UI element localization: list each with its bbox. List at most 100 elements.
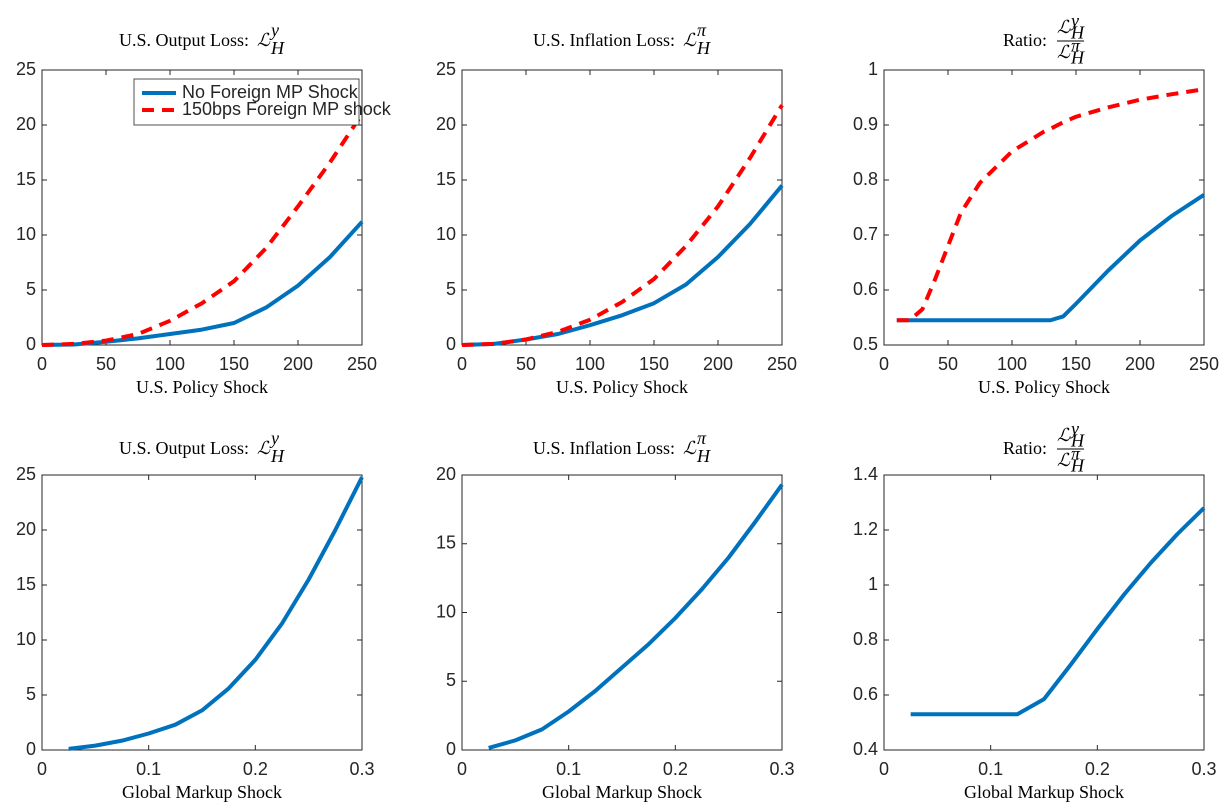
y-tick-label: 15 xyxy=(16,574,36,594)
data-line xyxy=(488,483,784,750)
math-symbol: ℒ xyxy=(1057,450,1071,470)
x-tick-label: 0.1 xyxy=(136,759,161,779)
math-superscript: y xyxy=(1069,10,1079,30)
data-line xyxy=(68,476,364,751)
x-tick-label: 0.1 xyxy=(978,759,1003,779)
x-axis-label: Global Markup Shock xyxy=(964,782,1124,802)
y-tick-label: 10 xyxy=(16,629,36,649)
y-tick-label: 5 xyxy=(446,279,456,299)
math-symbol: ℒ xyxy=(683,438,697,458)
axes-box xyxy=(883,69,1205,346)
y-tick-label: 5 xyxy=(26,279,36,299)
y-tick-label: 5 xyxy=(446,670,456,690)
x-tick-label: 100 xyxy=(575,354,605,374)
chart-title-text: U.S. Inflation Loss: xyxy=(533,438,675,458)
y-tick-label: 20 xyxy=(436,464,456,484)
y-tick-label: 25 xyxy=(436,59,456,79)
x-tick-label: 200 xyxy=(703,354,733,374)
data-line xyxy=(896,87,1205,323)
chart-title-text: U.S. Output Loss: xyxy=(119,438,249,458)
data-line xyxy=(461,184,784,347)
math-superscript: π xyxy=(1071,443,1081,463)
math-superscript: y xyxy=(1069,418,1079,438)
x-tick-label: 0.3 xyxy=(349,759,374,779)
x-tick-label: 150 xyxy=(1061,354,1091,374)
y-tick-label: 0.7 xyxy=(853,224,878,244)
data-line xyxy=(896,193,1206,323)
x-tick-label: 250 xyxy=(347,354,377,374)
axes-box xyxy=(461,69,783,346)
math-superscript: π xyxy=(697,20,707,40)
y-tick-label: 20 xyxy=(16,114,36,134)
x-tick-label: 0.3 xyxy=(769,759,794,779)
math-superscript: y xyxy=(269,20,279,40)
y-tick-label: 0 xyxy=(446,739,456,759)
chart-title-text: Ratio: xyxy=(1003,30,1047,50)
math-symbol: ℒ xyxy=(257,30,271,50)
y-tick-label: 10 xyxy=(436,224,456,244)
y-tick-label: 10 xyxy=(16,224,36,244)
chart-title-text: U.S. Output Loss: xyxy=(119,30,249,50)
x-tick-label: 0 xyxy=(457,759,467,779)
y-tick-label: 0.9 xyxy=(853,114,878,134)
math-subscript: H xyxy=(1070,48,1085,68)
x-tick-label: 250 xyxy=(1189,354,1219,374)
axes-box xyxy=(883,474,1205,751)
y-tick-label: 0.5 xyxy=(853,334,878,354)
y-tick-label: 25 xyxy=(16,59,36,79)
x-tick-label: 0.2 xyxy=(1085,759,1110,779)
math-symbol: ℒ xyxy=(683,30,697,50)
data-line xyxy=(41,112,364,347)
x-tick-label: 0 xyxy=(37,354,47,374)
math-superscript: π xyxy=(697,428,707,448)
x-tick-label: 200 xyxy=(283,354,313,374)
y-tick-label: 20 xyxy=(16,519,36,539)
x-axis-label: U.S. Policy Shock xyxy=(978,377,1110,397)
x-tick-label: 50 xyxy=(938,354,958,374)
x-tick-label: 150 xyxy=(639,354,669,374)
x-tick-label: 0 xyxy=(37,759,47,779)
x-axis-label: U.S. Policy Shock xyxy=(136,377,268,397)
y-tick-label: 15 xyxy=(16,169,36,189)
legend-box xyxy=(133,78,360,126)
x-axis-label: Global Markup Shock xyxy=(122,782,282,802)
y-tick-label: 15 xyxy=(436,533,456,553)
math-symbol: ℒ xyxy=(1057,42,1071,62)
x-tick-label: 50 xyxy=(516,354,536,374)
y-tick-label: 0 xyxy=(26,739,36,759)
x-tick-label: 0.2 xyxy=(243,759,268,779)
y-tick-label: 20 xyxy=(436,114,456,134)
y-tick-label: 10 xyxy=(436,601,456,621)
y-tick-label: 1 xyxy=(868,574,878,594)
data-line xyxy=(910,506,1206,717)
y-tick-label: 0.4 xyxy=(853,739,878,759)
math-subscript: H xyxy=(270,446,285,466)
y-tick-label: 0 xyxy=(26,334,36,354)
axes-box xyxy=(41,474,363,751)
x-tick-label: 0 xyxy=(879,354,889,374)
y-tick-label: 5 xyxy=(26,684,36,704)
x-axis-label: U.S. Policy Shock xyxy=(556,377,688,397)
x-tick-label: 150 xyxy=(219,354,249,374)
math-subscript: H xyxy=(1070,23,1085,43)
math-superscript: y xyxy=(269,428,279,448)
chart-title: Ratio: ℒ yHℒ πH xyxy=(1003,418,1085,475)
x-tick-label: 100 xyxy=(155,354,185,374)
y-tick-label: 25 xyxy=(16,464,36,484)
x-tick-label: 250 xyxy=(767,354,797,374)
math-subscript: H xyxy=(270,38,285,58)
y-tick-label: 1.4 xyxy=(853,464,878,484)
legend-label: No Foreign MP Shock xyxy=(182,82,359,102)
y-tick-label: 0.6 xyxy=(853,279,878,299)
chart-title: Ratio: ℒ yHℒ πH xyxy=(1003,10,1085,67)
x-tick-label: 100 xyxy=(997,354,1027,374)
y-tick-label: 0.8 xyxy=(853,629,878,649)
